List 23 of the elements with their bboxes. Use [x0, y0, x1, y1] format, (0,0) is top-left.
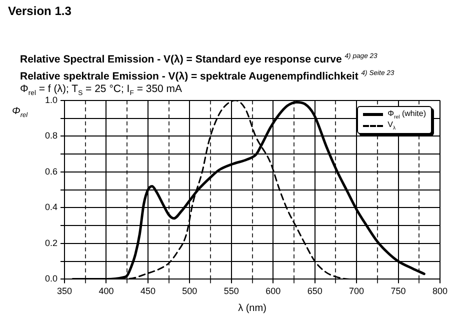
- x-tick-label: 550: [224, 286, 239, 296]
- y-tick-label: 0.6: [44, 166, 58, 176]
- x-tick-label: 500: [182, 286, 198, 296]
- x-tick-label: 650: [307, 286, 322, 296]
- chart-title: Relative Spectral Emission - V(λ) = Standard eye response curve $^{4) page 23}$: [20, 52, 378, 66]
- y-tick-label: 0.4: [44, 202, 58, 212]
- y-tick-label: 0.8: [44, 130, 58, 141]
- x-tick-label: 400: [98, 286, 114, 296]
- text: Version 1.3: [8, 4, 72, 18]
- x-tick-label: 600: [266, 286, 281, 296]
- y-tick-label: 0.0: [44, 274, 58, 284]
- x-tick-label: 800: [432, 286, 448, 296]
- legend-label: Φ$_{rel}$ (white): [388, 109, 426, 121]
- y-tick-label: 1.0: [44, 94, 58, 105]
- legend-label: V$_{λ}$: [388, 120, 396, 132]
- y-tick-label: 0.2: [44, 238, 58, 248]
- y-axis-title: Φ$_{rel}$: [12, 106, 28, 120]
- x-axis-title: λ (nm): [237, 303, 268, 314]
- x-tick-label: 700: [349, 286, 364, 296]
- x-tick-label: 350: [56, 286, 72, 296]
- x-tick-label: 750: [390, 286, 406, 296]
- x-tick-label: 450: [140, 286, 156, 296]
- chart-subtitle: Relative spektrale Emission - V(λ) = spektrale Augenempfindlichkeit $^{4) Seite 23}$: [20, 68, 394, 83]
